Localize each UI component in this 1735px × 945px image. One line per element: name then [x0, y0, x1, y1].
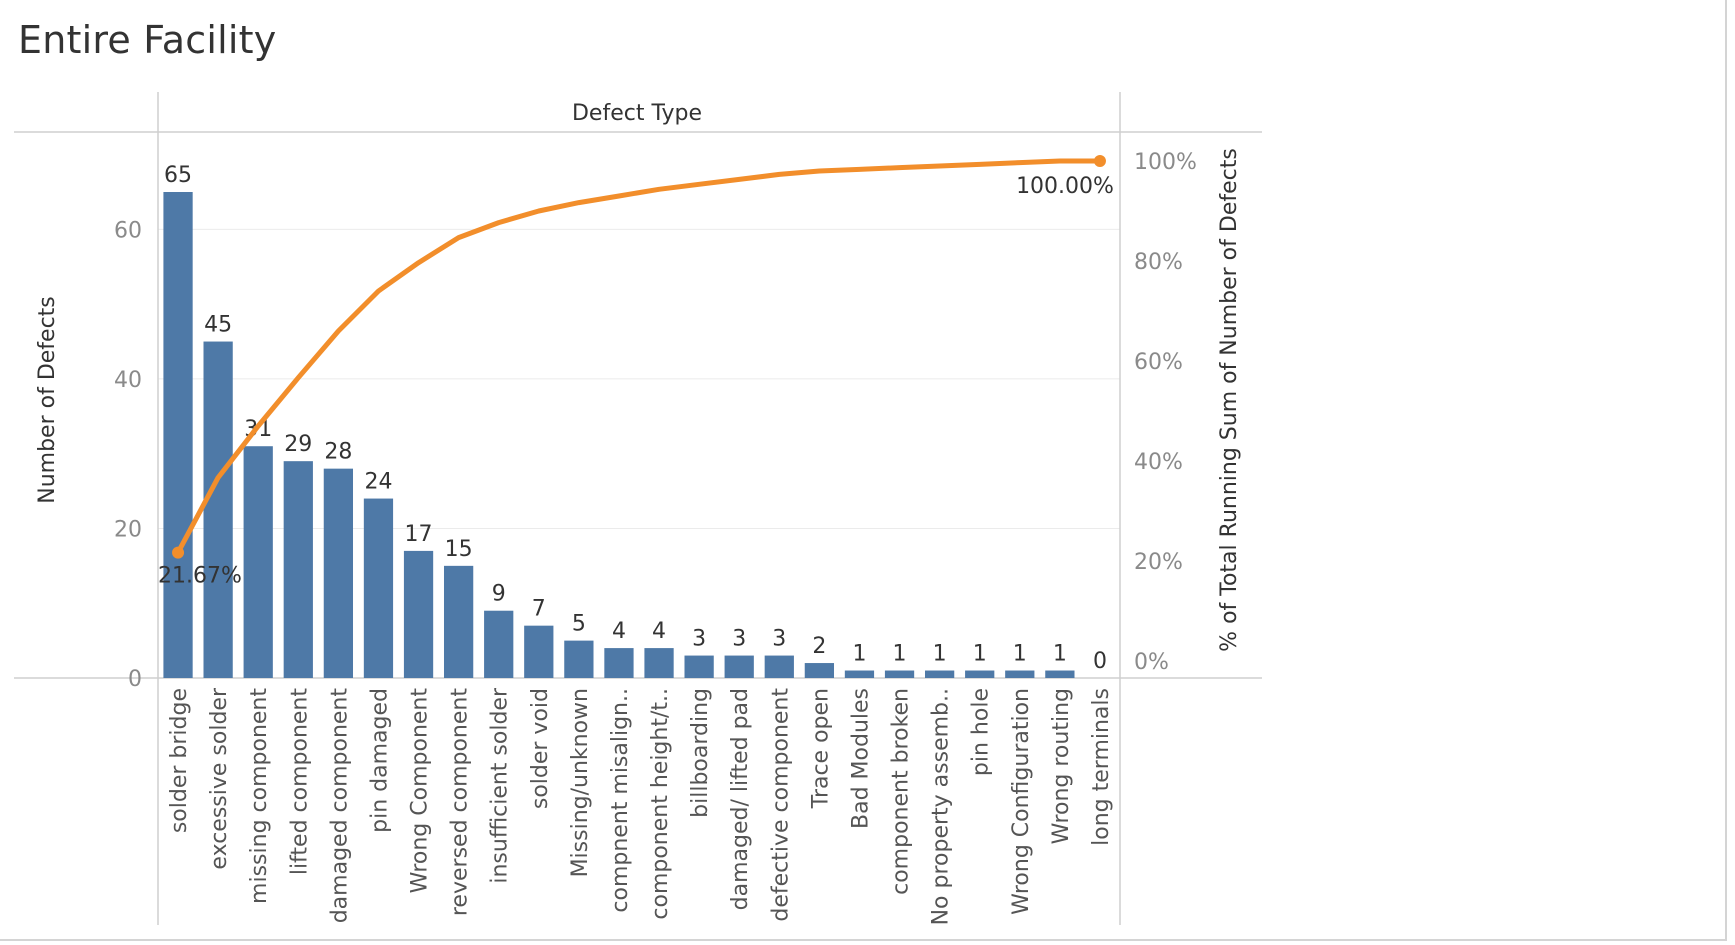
- bar: [203, 341, 233, 678]
- y-tick-label: 60: [114, 218, 142, 243]
- bar-value-label: 1: [893, 642, 907, 667]
- bar-value-label: 7: [532, 597, 546, 622]
- line-end-label: 100.00%: [1016, 174, 1114, 199]
- bar: [363, 498, 394, 678]
- sheet-title: Entire Facility: [18, 18, 277, 62]
- category-label: reversed component: [448, 688, 473, 916]
- bar: [484, 610, 514, 678]
- category-label: defective component: [768, 688, 793, 922]
- category-label: solder bridge: [167, 688, 192, 833]
- category-label: No property assemb..: [929, 688, 954, 925]
- gridlines: [158, 228, 1120, 529]
- bar-value-label: 45: [204, 313, 232, 338]
- bar: [163, 192, 193, 678]
- bar: [804, 663, 835, 678]
- category-label: missing component: [247, 688, 272, 904]
- bar: [644, 648, 674, 678]
- y2-tick-label: 0%: [1134, 650, 1169, 675]
- category-label: long terminals: [1089, 688, 1114, 846]
- line-end-point: [1093, 155, 1106, 167]
- bar: [243, 446, 273, 678]
- bars: [163, 192, 1075, 678]
- y-axis-ticks: 0 20 40 60: [114, 218, 142, 692]
- bar: [1005, 670, 1035, 678]
- category-label: Wrong routing: [1049, 688, 1074, 844]
- bar: [684, 655, 714, 678]
- y2-axis-ticks: 0% 20% 40% 60% 80% 100%: [1134, 150, 1197, 675]
- category-label: compnent misalign..: [608, 688, 633, 913]
- bar-value-label: 5: [572, 612, 586, 637]
- category-label: solder void: [528, 688, 553, 809]
- category-label: pin hole: [969, 688, 994, 776]
- bar-value-label: 9: [492, 582, 506, 607]
- bar-value-label: 1: [973, 642, 987, 667]
- bar: [924, 670, 955, 678]
- category-label: Wrong Configuration: [1009, 688, 1034, 915]
- line-start-label: 21.67%: [158, 564, 242, 589]
- bar: [1045, 670, 1075, 678]
- y2-tick-label: 100%: [1134, 150, 1197, 175]
- y2-tick-label: 80%: [1134, 250, 1183, 275]
- bar: [403, 550, 434, 678]
- bar-value-label: 24: [364, 470, 392, 495]
- y-tick-label: 20: [114, 517, 142, 542]
- bar: [965, 670, 995, 678]
- bar-value-label: 29: [284, 432, 312, 457]
- column-header-defect-type: Defect Type: [572, 101, 702, 126]
- bar-value-label: 1: [1013, 642, 1027, 667]
- line-start-point: [172, 546, 185, 559]
- bar: [564, 640, 594, 678]
- bar: [844, 670, 875, 678]
- y-axis-title: Number of Defects: [35, 296, 60, 504]
- bar: [724, 655, 754, 678]
- category-label: pin damaged: [367, 688, 392, 833]
- bar: [283, 461, 313, 678]
- bar-value-label: 2: [812, 634, 826, 659]
- x-category-labels: solder bridge excessive solder missing com…: [167, 687, 1114, 925]
- bar-value-label: 1: [1053, 642, 1067, 667]
- category-label: component height/t..: [648, 688, 673, 920]
- category-label: Trace open: [808, 688, 833, 809]
- y-tick-label: 40: [114, 368, 142, 393]
- category-label: Missing/unknown: [568, 688, 593, 877]
- bar: [764, 655, 794, 678]
- bar: [884, 670, 915, 678]
- y-tick-label: 0: [128, 667, 142, 692]
- category-label: Bad Modules: [848, 688, 873, 829]
- bar: [604, 648, 634, 678]
- y2-tick-label: 40%: [1134, 450, 1183, 475]
- category-label: damaged/ lifted pad: [728, 688, 753, 910]
- bar-value-label: 15: [445, 537, 473, 562]
- category-label: Wrong Component: [408, 688, 433, 894]
- bar-value-label: 4: [612, 619, 626, 644]
- bar-value-label: 17: [405, 522, 433, 547]
- bar-value-label: 3: [692, 627, 706, 652]
- bar-value-label: 28: [324, 440, 352, 465]
- category-label: insufficient solder: [488, 687, 513, 884]
- category-label: excessive solder: [207, 687, 232, 870]
- category-label: billboarding: [688, 688, 713, 818]
- category-label: damaged component: [327, 688, 352, 924]
- running-sum-line: 21.67% 100.00%: [158, 155, 1114, 589]
- running-sum-polyline: [175, 158, 1103, 556]
- bar-value-label: 3: [772, 627, 786, 652]
- bar-value-label: 65: [164, 163, 192, 188]
- bar-value-label: 1: [933, 642, 947, 667]
- bar-value-label: 1: [852, 642, 866, 667]
- y2-axis-title: % of Total Running Sum of Number of Defe…: [1217, 148, 1242, 652]
- bar: [323, 468, 354, 678]
- bar: [524, 625, 554, 678]
- bar-value-label: 3: [732, 627, 746, 652]
- bar-value-label: 4: [652, 619, 666, 644]
- bar: [443, 565, 474, 678]
- y2-tick-label: 20%: [1134, 550, 1183, 575]
- bar-value-label: 0: [1093, 649, 1107, 674]
- category-label: lifted component: [287, 688, 312, 876]
- y2-tick-label: 60%: [1134, 350, 1183, 375]
- category-label: component broken: [889, 688, 914, 895]
